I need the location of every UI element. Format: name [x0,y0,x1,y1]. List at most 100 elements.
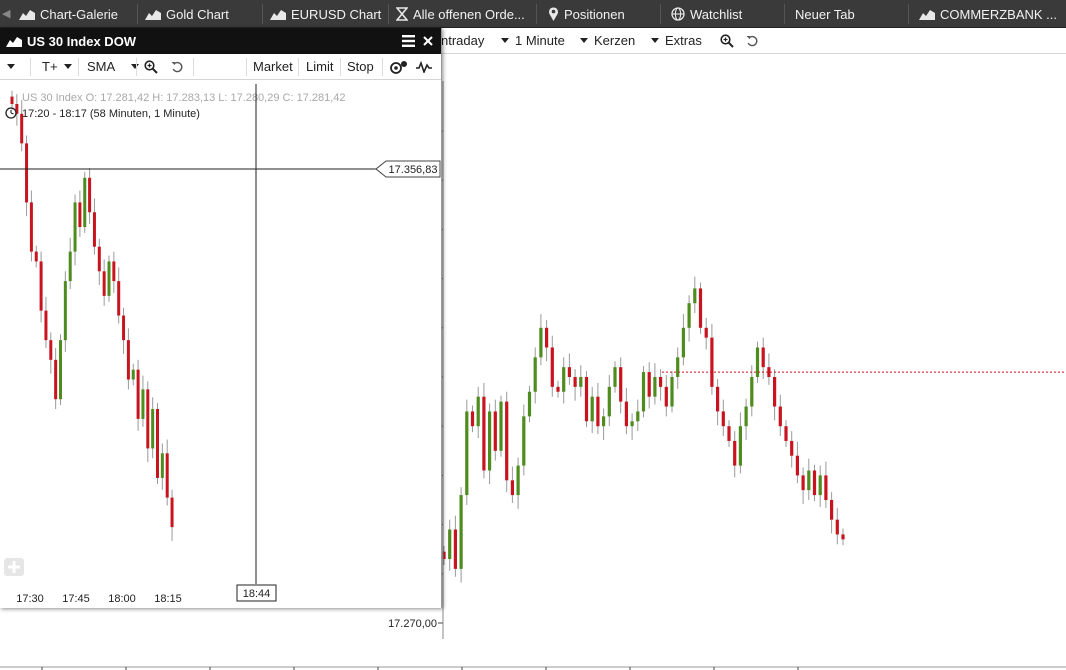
candle [59,334,62,406]
x-axis: 17:30 17:45 18:00 18:15 [16,593,182,605]
tab-label: EURUSD Chart [291,6,382,22]
candle [453,515,457,577]
candle [170,489,174,541]
candle [778,394,782,437]
candle [579,365,583,397]
candle [590,386,594,434]
close-icon[interactable] [423,36,433,46]
tab-commerzbank[interactable]: COMMERZBANK ... [919,0,1059,28]
candle [516,457,520,509]
add-chart-icon[interactable] [4,558,24,576]
menu-icon[interactable] [402,35,415,47]
tab-offene-orders[interactable]: Alle offenen Orde... [396,0,534,28]
candle [556,380,560,398]
candle [704,317,708,350]
tab-eurusd-chart[interactable]: EURUSD Chart [270,0,388,28]
candle [636,399,640,432]
candle [630,413,634,440]
candle [73,194,77,266]
candle [562,357,566,404]
candle [567,353,571,385]
tab-label: Chart-Galerie [40,6,119,22]
candle [602,408,606,440]
draw-select[interactable] [7,54,15,79]
candle [841,528,845,546]
tab-bar: ◀ Chart-Galerie Gold Chart EURUSD Chart … [0,0,1066,28]
x-tick-label: 18:00 [108,593,136,605]
zoom-icon [144,59,158,74]
candle [584,371,589,428]
indicator-select[interactable]: SMA [87,54,140,79]
x-tick-label: 18:15 [154,593,182,605]
candle-series [10,90,174,541]
chevron-down-icon [7,64,15,69]
chart-icon [145,10,161,20]
tab-label: Gold Chart [166,6,229,22]
popup-undo-button[interactable] [171,54,184,79]
popup-chart[interactable]: US 30 Index O: 17.281,42 H: 17.283,13 L:… [0,80,441,608]
undo-button[interactable] [746,28,759,53]
candle [522,404,526,476]
compare-icon [390,60,407,74]
tab-positionen[interactable]: Positionen [548,0,658,28]
stop-label: Stop [347,59,374,74]
candle [20,100,24,152]
candle [107,255,111,302]
tab-divider [536,4,537,24]
toolbar-divider [246,58,247,76]
candle [136,359,140,431]
zoom-button[interactable] [720,28,734,53]
candle [97,238,101,286]
indicator-wave-button[interactable] [416,54,432,79]
wave-icon [416,60,432,73]
tab-label: Neuer Tab [795,6,855,22]
candle [102,259,106,306]
candle [613,361,617,393]
candle [784,420,788,447]
candle [773,369,777,421]
compare-button[interactable] [390,54,408,79]
candle [681,314,685,366]
market-order-button[interactable]: Market [253,54,293,79]
chart-icon [919,10,935,20]
extras-select[interactable]: Extras [651,28,702,53]
candle [659,369,663,401]
style-select[interactable]: Kerzen [580,28,635,53]
indicator-label: SMA [87,59,116,74]
popup-titlebar[interactable]: US 30 Index DOW [0,28,441,54]
style-label: Kerzen [594,33,636,48]
text-tool-select[interactable]: T+ [42,54,72,79]
clock-icon [5,107,17,119]
popup-chart-window[interactable]: US 30 Index DOW T+ SMA Market [0,28,442,608]
tab-watchlist[interactable]: Watchlist [671,0,781,28]
tab-divider [388,4,389,24]
popup-title: US 30 Index DOW [27,34,137,49]
candle [117,267,121,324]
stop-order-button[interactable]: Stop [347,54,374,79]
popup-zoom-button[interactable] [144,54,158,79]
toolbar-divider [340,58,341,76]
candle [744,398,748,440]
pin-icon [549,7,558,21]
popup-toolbar: T+ SMA Market Limit Stop [0,54,441,80]
crosshair-time-label: 18:44 [236,584,277,602]
candle [698,282,703,334]
candle [25,135,29,217]
candle [750,365,754,417]
toolbar-divider [30,58,31,76]
toolbar-divider [298,58,299,76]
limit-order-button[interactable]: Limit [306,54,333,79]
tab-chart-galerie[interactable]: Chart-Galerie [19,0,141,28]
period-select[interactable]: 1 Minute [501,28,565,53]
interval-select[interactable]: ntraday [441,28,484,53]
tab-gold-chart[interactable]: Gold Chart [145,0,257,28]
candle [482,382,486,479]
scroll-left-icon[interactable]: ◀ [2,8,11,20]
zoom-icon [720,33,734,48]
tab-neuer-tab[interactable]: Neuer Tab [795,0,905,28]
candle [54,348,58,410]
candle [476,386,480,439]
toolbar-divider [193,58,194,76]
candle [545,319,549,362]
tab-divider [262,4,263,24]
